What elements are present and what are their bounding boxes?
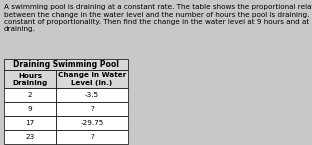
Bar xyxy=(4,88,56,102)
Bar xyxy=(4,130,56,144)
Text: A swimming pool is draining at a constant rate. The table shows the proportional: A swimming pool is draining at a constan… xyxy=(4,4,312,32)
Text: 23: 23 xyxy=(25,134,35,140)
Bar xyxy=(56,116,128,130)
Text: 9: 9 xyxy=(28,106,32,112)
Bar xyxy=(4,102,56,116)
Text: Change in Water
Level (in.): Change in Water Level (in.) xyxy=(58,72,126,86)
Text: 17: 17 xyxy=(25,120,35,126)
Bar xyxy=(4,116,56,130)
Text: ?: ? xyxy=(90,106,94,112)
Bar xyxy=(56,130,128,144)
Text: -3.5: -3.5 xyxy=(85,92,99,98)
Bar xyxy=(56,70,128,88)
Bar xyxy=(56,88,128,102)
Bar xyxy=(56,102,128,116)
Bar xyxy=(4,59,128,70)
Text: ?: ? xyxy=(90,134,94,140)
Text: Draining Swimming Pool: Draining Swimming Pool xyxy=(13,60,119,69)
Bar xyxy=(4,70,56,88)
Text: -29.75: -29.75 xyxy=(80,120,104,126)
Text: 2: 2 xyxy=(28,92,32,98)
Text: Hours
Draining: Hours Draining xyxy=(12,72,48,86)
